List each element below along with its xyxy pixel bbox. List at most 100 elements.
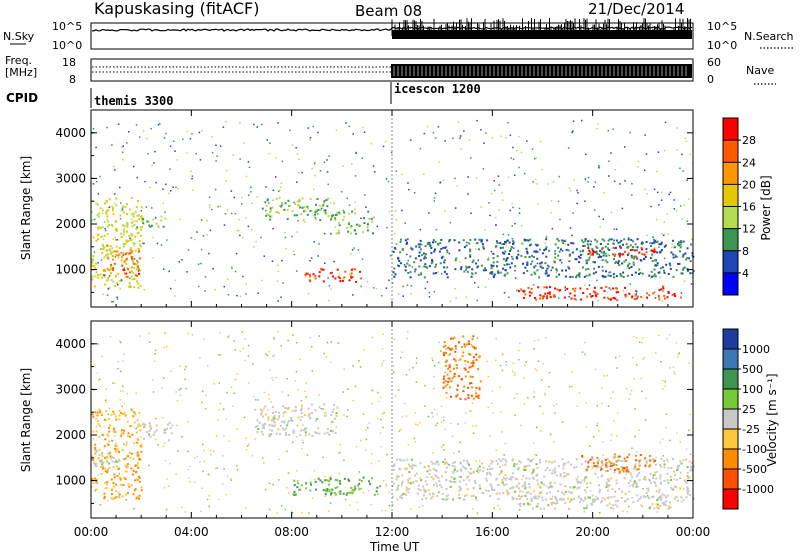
heatmap-cell <box>296 200 299 203</box>
heatmap-cell <box>108 454 111 457</box>
heatmap-cell <box>163 442 166 445</box>
heatmap-cell <box>618 264 621 267</box>
heatmap-cell <box>482 466 485 469</box>
heatmap-cell <box>423 257 426 260</box>
heatmap-cell <box>686 466 689 469</box>
heatmap-cell <box>233 340 235 342</box>
heatmap-cell <box>592 272 595 275</box>
heatmap-cell <box>361 157 364 159</box>
heatmap-cell <box>164 332 166 334</box>
heatmap-cell <box>462 465 465 468</box>
heatmap-cell <box>598 488 601 491</box>
heatmap-cell <box>293 201 295 204</box>
heatmap-cell <box>548 274 550 277</box>
heatmap-cell <box>535 157 537 159</box>
heatmap-cell <box>407 479 409 482</box>
heatmap-cell <box>579 287 582 290</box>
heatmap-cell <box>522 290 525 293</box>
heatmap-cell <box>146 137 148 140</box>
heatmap-cell <box>123 443 125 445</box>
heatmap-cell <box>130 266 133 269</box>
heatmap-cell <box>477 286 480 289</box>
heatmap-cell <box>620 275 623 277</box>
x-tick-label: 08:00 <box>274 525 309 539</box>
heatmap-cell <box>325 356 328 358</box>
heatmap-cell <box>472 494 475 497</box>
heatmap-cell <box>103 234 106 237</box>
heatmap-cell <box>300 411 303 414</box>
heatmap-cell <box>472 471 475 474</box>
heatmap-cell <box>446 373 449 376</box>
heatmap-cell <box>670 251 673 254</box>
heatmap-cell <box>420 272 423 275</box>
heatmap-cell <box>366 223 369 226</box>
heatmap-cell <box>257 428 260 430</box>
heatmap-cell <box>269 215 272 218</box>
heatmap-cell <box>558 250 561 253</box>
heatmap-cell <box>575 276 577 279</box>
heatmap-cell <box>511 238 514 240</box>
heatmap-cell <box>528 486 531 489</box>
heatmap-cell <box>360 487 362 490</box>
heatmap-cell <box>118 253 121 256</box>
heatmap-cell <box>146 220 149 223</box>
heatmap-cell <box>419 259 422 262</box>
heatmap-cell <box>615 228 618 230</box>
heatmap-cell <box>636 238 639 241</box>
heatmap-cell <box>587 465 590 468</box>
heatmap-cell <box>157 123 160 126</box>
heatmap-cell <box>177 188 179 190</box>
heatmap-cell <box>114 447 117 450</box>
heatmap-cell <box>534 272 537 275</box>
heatmap-cell <box>343 215 346 218</box>
heatmap-cell <box>608 502 611 505</box>
heatmap-cell <box>179 365 181 367</box>
heatmap-cell <box>636 297 638 299</box>
heatmap-cell <box>480 264 483 267</box>
heatmap-cell <box>530 287 533 290</box>
heatmap-cell <box>470 275 473 278</box>
heatmap-cell <box>310 483 312 486</box>
heatmap-cell <box>382 333 384 336</box>
heatmap-cell <box>253 123 255 126</box>
heatmap-cell <box>453 481 455 483</box>
heatmap-cell <box>511 458 514 461</box>
heatmap-cell <box>123 260 126 263</box>
heatmap-cell <box>482 269 485 272</box>
heatmap-cell <box>273 414 276 417</box>
heatmap-cell <box>342 391 344 393</box>
heatmap-cell <box>539 405 541 408</box>
heatmap-cell <box>285 248 287 250</box>
heatmap-cell <box>581 455 584 457</box>
heatmap-cell <box>223 468 225 470</box>
heatmap-cell <box>444 371 446 374</box>
heatmap-cell <box>513 174 516 177</box>
heatmap-cell <box>94 275 97 278</box>
heatmap-cell <box>377 391 379 394</box>
heatmap-cell <box>484 269 487 272</box>
heatmap-cell <box>525 361 528 363</box>
heatmap-cell <box>530 273 533 276</box>
heatmap-cell <box>307 292 310 295</box>
heatmap-cell <box>688 429 690 432</box>
heatmap-cell <box>537 483 540 486</box>
heatmap-cell <box>465 296 467 298</box>
heatmap-cell <box>138 497 140 500</box>
heatmap-cell <box>419 421 421 424</box>
heatmap-cell <box>293 214 296 217</box>
heatmap-cell <box>555 498 558 501</box>
heatmap-cell <box>636 249 638 252</box>
heatmap-cell <box>681 255 684 258</box>
heatmap-cell <box>327 480 330 483</box>
heatmap-cell <box>598 255 601 258</box>
heatmap-cell <box>621 207 624 210</box>
heatmap-cell <box>95 465 98 468</box>
heatmap-cell <box>438 161 440 163</box>
heatmap-cell <box>626 267 628 269</box>
heatmap-cell <box>284 231 286 234</box>
heatmap-cell <box>122 145 124 147</box>
heatmap-cell <box>594 261 596 264</box>
heatmap-cell <box>94 464 97 467</box>
heatmap-cell <box>542 412 544 415</box>
heatmap-cell <box>149 435 152 438</box>
